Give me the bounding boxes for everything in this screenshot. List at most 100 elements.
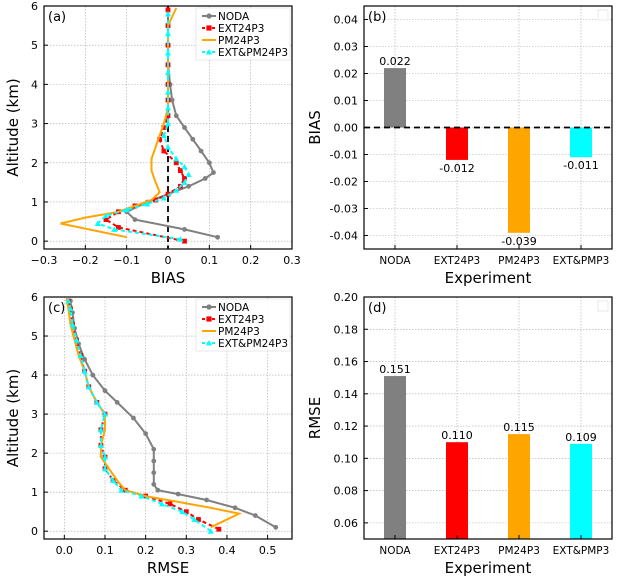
data-point (101, 465, 108, 472)
panel-b: 0.022 -0.012 -0.039 -0.011 -0.04 -0.03 -0.02 -0… (306, 5, 613, 287)
data-point (165, 191, 171, 197)
bar-pm24p3 (508, 127, 530, 233)
data-point (131, 415, 136, 421)
data-point (179, 508, 186, 515)
data-point (182, 238, 187, 244)
bar-ext24p3 (446, 442, 468, 539)
bar-noda (384, 376, 406, 539)
series-line-ext_pm24p3 (67, 300, 212, 533)
y-tick-label: 4 (31, 78, 38, 91)
bar-value-label: -0.039 (501, 235, 536, 248)
data-point (173, 187, 180, 193)
panel-label: (a) (48, 10, 66, 25)
legend-marker (206, 25, 212, 31)
data-point (253, 513, 258, 518)
data-point (185, 171, 192, 178)
y-tick-label: 5 (31, 39, 38, 52)
bar-ext_pm24p3 (570, 127, 592, 158)
data-point (207, 528, 214, 534)
y-tick-label: 6 (31, 0, 38, 13)
data-point (165, 10, 171, 17)
data-point (116, 225, 121, 230)
plot-frame (363, 296, 613, 540)
data-point (273, 524, 279, 530)
y-axis-label: Altitude (km) (4, 369, 22, 467)
data-point (182, 125, 187, 130)
data-point (138, 493, 145, 499)
plot-frame (43, 296, 293, 540)
y-tick-label: 6 (31, 291, 38, 304)
data-point (181, 163, 188, 170)
data-point (123, 206, 130, 213)
bar-value-label: -0.012 (439, 162, 474, 175)
y-tick-label: -0.03 (330, 203, 358, 216)
x-tick-label: EXT24P3 (434, 545, 480, 557)
data-point (182, 176, 187, 181)
x-tick-label: 0 (165, 254, 172, 267)
data-point (160, 195, 167, 201)
data-point (103, 217, 109, 223)
y-tick-label: 0.10 (334, 452, 359, 465)
data-point (101, 454, 108, 460)
data-point (165, 89, 171, 95)
data-point (77, 352, 84, 359)
legend-label: NODA (218, 302, 250, 314)
y-tick-label: 5 (31, 330, 38, 343)
data-point (161, 125, 167, 130)
series-line-pm24p3 (65, 298, 243, 529)
data-point (158, 500, 165, 507)
data-point (165, 104, 171, 111)
x-tick-label: PM24P3 (498, 255, 540, 267)
data-point (202, 176, 208, 181)
data-point (85, 383, 92, 390)
y-tick-label: 0.04 (334, 14, 359, 27)
data-point (211, 170, 216, 175)
x-tick-label: 0.0 (56, 544, 74, 557)
bar-value-label: 0.110 (441, 429, 473, 442)
y-tick-label: 4 (31, 369, 38, 382)
data-point (132, 217, 138, 223)
data-point (175, 491, 181, 497)
bar-ext_pm24p3 (570, 443, 592, 539)
x-tick-label: EXT&PMP3 (553, 255, 610, 267)
y-tick-label: 3 (31, 118, 38, 131)
legend-label: EXT&PM24P3 (218, 338, 288, 350)
data-point (103, 212, 109, 219)
data-point (191, 516, 198, 522)
bar-value-label: 0.151 (379, 363, 411, 376)
y-tick-label: -0.04 (330, 230, 358, 243)
y-axis-label: Altitude (km) (4, 78, 22, 176)
x-tick-label: 0.3 (283, 254, 301, 267)
y-tick-label: 0 (31, 235, 38, 248)
data-point (101, 411, 108, 417)
x-tick-label: PM24P3 (498, 545, 540, 557)
y-tick-label: 0 (31, 525, 38, 538)
y-tick-label: 2 (31, 447, 38, 460)
data-point (102, 388, 108, 394)
y-tick-label: 0.14 (334, 388, 359, 401)
bar-noda (384, 68, 406, 128)
data-point (151, 446, 157, 452)
y-tick-label: 1 (31, 486, 38, 499)
x-axis-label: Experiment (445, 559, 532, 576)
x-tick-label: −0.3 (31, 254, 58, 267)
data-point (165, 7, 171, 13)
data-point (181, 179, 188, 185)
y-tick-label: 0.18 (334, 323, 359, 336)
data-point (90, 372, 96, 378)
data-point (169, 97, 175, 103)
data-point (151, 470, 157, 476)
x-tick-label: 0.1 (201, 254, 219, 267)
legend-marker (206, 316, 212, 322)
data-point (165, 30, 171, 36)
data-point (183, 509, 189, 515)
y-tick-label: 0.02 (334, 68, 359, 81)
data-point (177, 236, 184, 242)
x-tick-label: −0.1 (113, 254, 140, 267)
y-tick-label: -0.02 (330, 176, 358, 189)
panel-d: 0.151 0.110 0.115 0.109 0.06 0.08 0.10 0.12 0.14… (306, 291, 613, 576)
data-point (167, 501, 173, 507)
series-line-pm24p3 (60, 7, 178, 239)
panel-label: (d) (368, 301, 386, 316)
